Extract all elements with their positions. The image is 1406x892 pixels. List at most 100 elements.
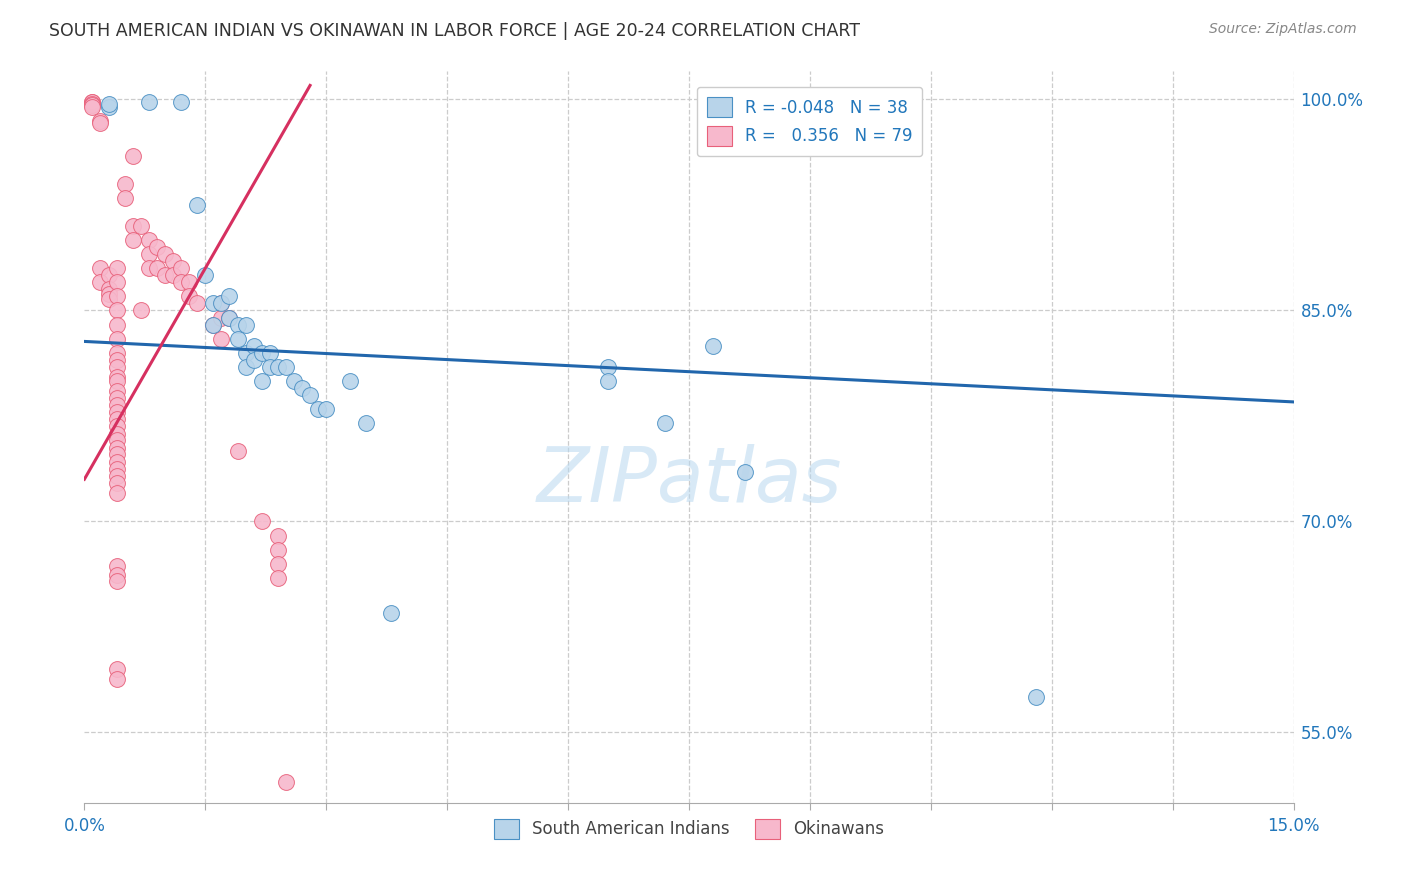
Point [129, 303, 152, 318]
Point [202, 318, 225, 332]
Point [121, 149, 143, 163]
Point [274, 359, 297, 374]
Point [146, 261, 169, 276]
Point [170, 95, 193, 110]
Point [105, 289, 128, 303]
Point [226, 444, 249, 458]
Point [209, 332, 232, 346]
Legend: South American Indians, Okinawans: South American Indians, Okinawans [486, 812, 891, 846]
Point [105, 374, 128, 388]
Point [226, 332, 249, 346]
Point [267, 359, 290, 374]
Point [89, 113, 111, 128]
Point [356, 416, 378, 430]
Point [250, 345, 273, 359]
Point [105, 332, 128, 346]
Point [170, 276, 193, 290]
Point [105, 418, 128, 433]
Point [105, 369, 128, 384]
Point [218, 310, 240, 325]
Point [105, 384, 128, 398]
Point [274, 774, 297, 789]
Point [89, 116, 111, 130]
Point [82, 98, 104, 112]
Point [702, 339, 724, 353]
Point [267, 528, 290, 542]
Point [97, 286, 120, 301]
Point [307, 401, 329, 416]
Point [218, 289, 240, 303]
Point [179, 276, 201, 290]
Point [138, 261, 160, 276]
Point [105, 412, 128, 426]
Point [105, 303, 128, 318]
Point [179, 289, 201, 303]
Point [209, 310, 232, 325]
Point [209, 296, 232, 310]
Point [105, 261, 128, 276]
Point [235, 345, 257, 359]
Point [138, 95, 160, 110]
Point [734, 465, 756, 479]
Point [138, 247, 160, 261]
Point [82, 96, 104, 111]
Point [105, 574, 128, 588]
Point [105, 447, 128, 461]
Point [105, 672, 128, 686]
Point [97, 282, 120, 296]
Point [162, 268, 184, 283]
Point [226, 318, 249, 332]
Point [202, 296, 225, 310]
Point [97, 99, 120, 113]
Point [209, 296, 232, 310]
Point [105, 352, 128, 367]
Point [598, 374, 620, 388]
Text: ZIPatlas: ZIPatlas [536, 444, 842, 518]
Point [299, 388, 322, 402]
Point [598, 359, 620, 374]
Point [267, 557, 290, 571]
Point [105, 442, 128, 456]
Point [242, 352, 264, 367]
Point [153, 268, 176, 283]
Point [97, 268, 120, 283]
Point [315, 401, 337, 416]
Point [105, 398, 128, 412]
Point [105, 359, 128, 374]
Point [105, 476, 128, 491]
Point [82, 99, 104, 113]
Point [121, 233, 143, 247]
Point [267, 542, 290, 557]
Point [105, 405, 128, 419]
Point [97, 292, 120, 306]
Point [105, 433, 128, 447]
Point [235, 359, 257, 374]
Point [146, 240, 169, 254]
Point [202, 318, 225, 332]
Point [259, 359, 281, 374]
Point [105, 568, 128, 582]
Point [105, 662, 128, 676]
Point [82, 95, 104, 110]
Point [283, 374, 305, 388]
Point [170, 261, 193, 276]
Point [218, 310, 240, 325]
Point [380, 606, 402, 620]
Point [105, 455, 128, 469]
Point [105, 559, 128, 574]
Point [250, 515, 273, 529]
Point [186, 296, 208, 310]
Point [654, 416, 676, 430]
Point [162, 254, 184, 268]
Point [114, 177, 136, 191]
Point [1025, 690, 1047, 705]
Point [153, 247, 176, 261]
Point [89, 261, 111, 276]
Point [105, 391, 128, 405]
Point [114, 191, 136, 205]
Point [105, 427, 128, 442]
Text: SOUTH AMERICAN INDIAN VS OKINAWAN IN LABOR FORCE | AGE 20-24 CORRELATION CHART: SOUTH AMERICAN INDIAN VS OKINAWAN IN LAB… [49, 22, 860, 40]
Point [105, 486, 128, 500]
Point [121, 219, 143, 233]
Point [259, 345, 281, 359]
